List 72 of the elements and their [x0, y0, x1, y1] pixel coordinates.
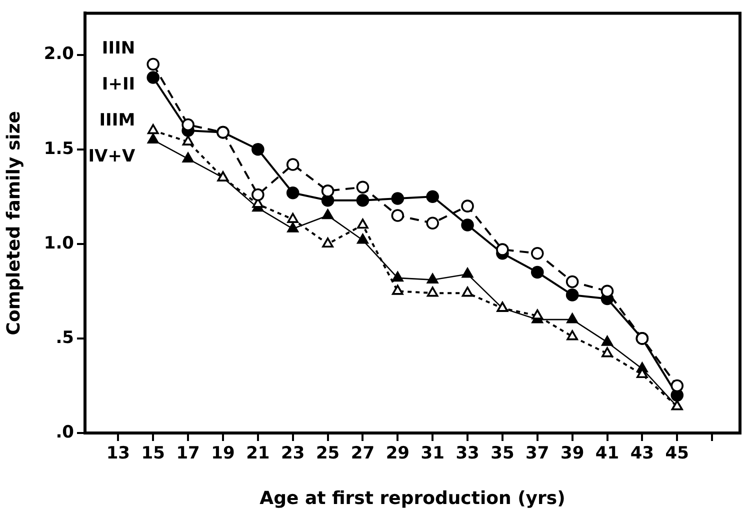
point: [496, 243, 509, 256]
point: [462, 268, 474, 278]
point: [182, 118, 194, 132]
point: [322, 209, 334, 220]
x-tick-label: 15: [141, 444, 165, 464]
point: [286, 158, 300, 171]
series-label: I+II: [102, 74, 136, 94]
x-tick-label: 31: [420, 444, 444, 464]
point: [530, 246, 544, 260]
series-label: IIIN: [102, 38, 136, 58]
point: [287, 212, 299, 223]
point: [602, 347, 613, 358]
point: [462, 286, 474, 297]
point: [146, 71, 160, 84]
point: [147, 124, 159, 134]
y-tick-label: 1.5: [44, 138, 74, 159]
x-tick-label: 35: [490, 444, 514, 464]
series-label: IIIM: [99, 110, 136, 130]
y-tick-label: 2.0: [44, 44, 74, 64]
point: [566, 275, 579, 288]
point: [566, 330, 578, 340]
point: [286, 186, 300, 200]
x-tick-label: 19: [211, 444, 235, 464]
point: [252, 188, 264, 202]
x-tick-label: 25: [316, 444, 340, 464]
y-axis-title: Completed family size: [3, 111, 24, 336]
point: [357, 234, 368, 244]
x-tick-label: 21: [246, 444, 270, 464]
point: [426, 216, 439, 230]
point: [426, 273, 438, 284]
x-tick-label: 43: [630, 444, 654, 464]
point: [252, 142, 264, 156]
point: [461, 218, 474, 232]
point: [287, 222, 299, 232]
point: [392, 284, 404, 295]
x-tick-label: 39: [560, 444, 584, 464]
x-tick-label: 27: [350, 444, 375, 464]
point: [530, 266, 544, 279]
point: [147, 133, 159, 144]
x-tick-label: 17: [176, 444, 200, 464]
point: [566, 313, 578, 324]
point: [356, 194, 370, 207]
point: [391, 209, 404, 222]
x-tick-label: 45: [665, 444, 689, 464]
y-tick-label: .0: [56, 422, 74, 442]
x-axis-title: Age at first reproduction (yrs): [260, 488, 566, 509]
x-tick-label: 33: [456, 444, 480, 464]
point: [392, 272, 404, 282]
point: [602, 336, 613, 346]
point: [146, 58, 160, 71]
x-tick-label: 37: [526, 444, 550, 464]
point: [461, 200, 474, 212]
point: [426, 286, 438, 297]
point: [182, 135, 194, 146]
point: [357, 218, 368, 229]
point: [321, 184, 334, 198]
point: [670, 379, 684, 392]
y-tick-label: .5: [56, 328, 74, 348]
x-tick-label: 13: [106, 444, 130, 464]
x-tick-label: 41: [595, 444, 620, 464]
point: [566, 288, 579, 302]
point: [356, 180, 370, 194]
point: [322, 238, 334, 248]
x-tick-label: 29: [386, 444, 410, 464]
y-tick-label: 1.0: [44, 233, 74, 254]
point: [391, 192, 404, 205]
point: [426, 190, 439, 204]
point: [600, 284, 614, 298]
point: [532, 309, 544, 320]
series-label: IV+V: [88, 146, 136, 166]
point: [182, 152, 194, 162]
x-tick-label: 23: [281, 444, 305, 464]
